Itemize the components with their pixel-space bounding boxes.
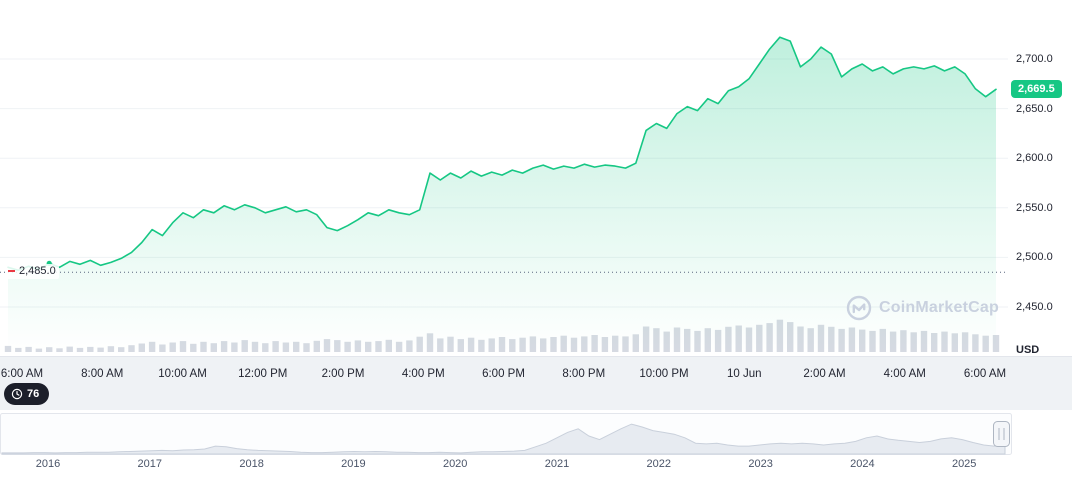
time-axis: 76 6:00 AM 8:00 AM 10:00 AM 12:00 PM 2:00 PM… bbox=[0, 356, 1072, 410]
time-tick-label: 6:00 AM bbox=[963, 368, 1007, 380]
time-tick-label: 10:00 AM bbox=[158, 368, 207, 380]
navigator-year-label: 2016 bbox=[35, 458, 61, 470]
navigator-year-label: 2021 bbox=[544, 458, 570, 470]
price-tick-label: 2,650.0 bbox=[1016, 102, 1053, 115]
navigator-handle[interactable] bbox=[993, 421, 1010, 447]
navigator-year-label: 2019 bbox=[341, 458, 366, 470]
time-tick-label: 2:00 AM bbox=[803, 368, 846, 380]
time-tick-label: 8:00 AM bbox=[81, 368, 124, 380]
open-price-value: 2,485.0 bbox=[19, 264, 56, 277]
time-tick-label: 8:00 PM bbox=[562, 368, 606, 380]
price-tick-label: 2,700.0 bbox=[1016, 53, 1053, 65]
open-price-label: 2,485.0 bbox=[5, 263, 59, 279]
time-tick-label: 6:00 AM bbox=[0, 368, 44, 380]
time-tick-label: 6:00 PM bbox=[482, 368, 525, 380]
time-tick-label: 2:00 PM bbox=[321, 368, 365, 380]
time-tick-label: 12:00 PM bbox=[238, 368, 288, 380]
current-price-badge: 2,669.5 bbox=[1011, 80, 1062, 99]
navigator-year-label: 2017 bbox=[137, 458, 163, 470]
time-tick-label: 4:00 AM bbox=[883, 368, 926, 380]
navigator-year-label: 2018 bbox=[239, 458, 264, 470]
clock-icon bbox=[11, 388, 23, 400]
coinmarketcap-logo-icon bbox=[846, 295, 872, 321]
price-tick-label: 2,600.0 bbox=[1016, 152, 1053, 165]
navigator-year-label: 2023 bbox=[748, 458, 773, 470]
price-chart-plot[interactable] bbox=[0, 0, 1008, 356]
coinmarketcap-watermark: CoinMarketCap bbox=[846, 295, 999, 321]
navigator-year-label: 2024 bbox=[850, 458, 875, 470]
range-navigator[interactable] bbox=[0, 413, 1012, 455]
price-line bbox=[7, 36, 997, 272]
history-badge[interactable]: 76 bbox=[4, 383, 50, 405]
time-tick-label: 4:00 PM bbox=[401, 368, 445, 380]
price-area bbox=[8, 37, 996, 352]
price-tick-label: 2,450.0 bbox=[1016, 301, 1053, 313]
time-tick-label: 10 Jun bbox=[726, 368, 762, 380]
navigator-year-label: 2025 bbox=[951, 458, 977, 470]
history-badge-count: 76 bbox=[27, 388, 40, 400]
time-tick-label: 10:00 PM bbox=[639, 368, 689, 380]
price-axis: 2,669.5 USD 2,700.0 2,650.0 2,600.0 2,550.0… bbox=[1008, 0, 1072, 356]
navigator-year-label: 2022 bbox=[646, 458, 672, 470]
navigator-year-label: 2020 bbox=[442, 458, 468, 470]
price-tick-label: 2,550.0 bbox=[1016, 201, 1053, 214]
open-price-marker-icon bbox=[8, 270, 15, 273]
price-tick-label: 2,500.0 bbox=[1016, 251, 1053, 264]
currency-label: USD bbox=[1016, 344, 1040, 356]
navigator-area bbox=[1, 423, 1006, 455]
watermark-text: CoinMarketCap bbox=[879, 299, 999, 316]
